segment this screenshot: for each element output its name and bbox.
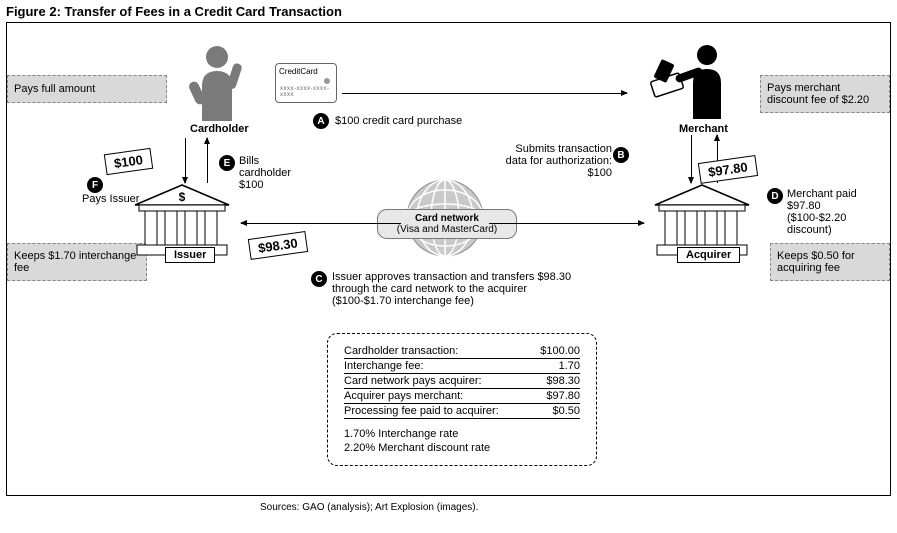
sum-r1k: Cardholder transaction: xyxy=(344,345,458,357)
network-sub: (Visa and MasterCard) xyxy=(397,224,497,235)
summary-box: Cardholder transaction: $100.00 Interchan… xyxy=(327,333,597,466)
step-e-text: Bills cardholder $100 xyxy=(239,155,309,191)
network-label: Card network (Visa and MasterCard) xyxy=(377,209,517,239)
acquirer-bar: Keeps $0.50 for acquiring fee xyxy=(770,243,890,281)
sum-r5v: $0.50 xyxy=(552,405,580,417)
svg-text:$: $ xyxy=(179,190,186,204)
cardholder-label: Cardholder xyxy=(190,123,249,135)
figure-title: Figure 2: Transfer of Fees in a Credit C… xyxy=(6,4,342,19)
step-f-text: Pays Issuer xyxy=(82,193,142,205)
step-e-badge: E xyxy=(219,155,235,171)
credit-card-icon: CreditCard xxxx-xxxx-xxxx-xxxx xyxy=(275,63,337,103)
money-9830: $98.30 xyxy=(248,231,308,260)
network-title: Card network xyxy=(415,213,479,224)
step-d-text: Merchant paid $97.80 ($100-$2.20 discoun… xyxy=(787,188,882,236)
arrow-purchase xyxy=(342,93,627,94)
sum-r6: 1.70% Interchange rate xyxy=(344,428,458,440)
sum-r3v: $98.30 xyxy=(546,375,580,387)
sum-r2v: 1.70 xyxy=(559,360,580,372)
sum-r4v: $97.80 xyxy=(546,390,580,402)
sum-r3k: Card network pays acquirer: xyxy=(344,375,482,387)
issuer-bar: Keeps $1.70 interchange fee xyxy=(7,243,147,281)
sum-r7: 2.20% Merchant discount rate xyxy=(344,442,490,454)
sum-r1v: $100.00 xyxy=(540,345,580,357)
sum-r4k: Acquirer pays merchant: xyxy=(344,390,463,402)
arrow-network-acquirer xyxy=(489,223,644,224)
sum-r5k: Processing fee paid to acquirer: xyxy=(344,405,499,417)
arrow-e xyxy=(207,138,208,183)
step-a-badge: A xyxy=(313,113,329,129)
arrow-b xyxy=(691,135,692,183)
step-c-text: Issuer approves transaction and transfer… xyxy=(332,271,572,307)
step-a-text: $100 credit card purchase xyxy=(335,115,495,127)
cardholder-icon xyxy=(182,41,252,121)
step-d-badge: D xyxy=(767,188,783,204)
money-9780: $97.80 xyxy=(698,155,758,184)
step-c-badge: C xyxy=(311,271,327,287)
issuer-label: Issuer xyxy=(165,247,215,263)
merchant-icon xyxy=(647,41,717,121)
acquirer-label: Acquirer xyxy=(677,247,740,263)
credit-card-number: xxxx-xxxx-xxxx-xxxx xyxy=(280,86,336,98)
sources-text: Sources: GAO (analysis); Art Explosion (… xyxy=(260,502,478,513)
step-f-badge: F xyxy=(87,177,103,193)
merchant-bar: Pays merchant discount fee of $2.20 xyxy=(760,75,890,113)
cardholder-bar: Pays full amount xyxy=(7,75,167,103)
step-b-badge: B xyxy=(613,147,629,163)
diagram-frame: Pays full amount Pays merchant discount … xyxy=(6,22,891,496)
arrow-issuer-network xyxy=(241,223,401,224)
step-b-text: Submits transaction data for authorizati… xyxy=(497,143,612,179)
credit-card-title: CreditCard xyxy=(279,67,318,76)
money-100: $100 xyxy=(104,148,153,175)
merchant-label: Merchant xyxy=(679,123,728,135)
arrow-f xyxy=(185,138,186,183)
sum-r2k: Interchange fee: xyxy=(344,360,424,372)
